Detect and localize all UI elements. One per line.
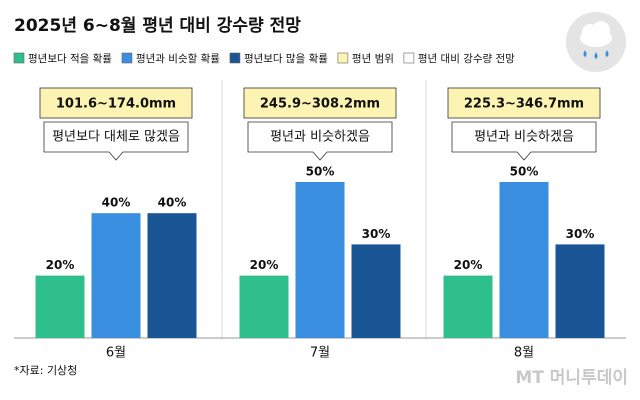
range-box (39, 87, 193, 119)
bar (499, 182, 549, 338)
legend-label: 평년 범위 (352, 52, 394, 65)
outlook-label: 평년과 비슷하겠음 (270, 130, 370, 145)
range-label: 245.9~308.2mm (260, 97, 380, 112)
x-tick-label: 6월 (106, 346, 126, 361)
bar (443, 275, 493, 338)
legend-swatch (121, 52, 133, 64)
value-label: 30% (566, 227, 595, 241)
outlook-bubble (43, 121, 189, 161)
value-label: 20% (46, 258, 75, 272)
legend-label: 평년 대비 강수량 전망 (418, 53, 515, 65)
legend-label: 평년보다 적을 확률 (28, 52, 112, 65)
range-label: 225.3~346.7mm (464, 97, 584, 112)
range-label: 101.6~174.0mm (56, 97, 176, 112)
legend-swatch (337, 52, 349, 64)
value-label: 40% (102, 196, 131, 210)
value-label: 40% (158, 196, 187, 210)
value-label: 20% (250, 258, 279, 272)
outlook-bubble (247, 121, 393, 161)
outlook-label: 평년보다 대체로 많겠음 (52, 130, 180, 145)
range-box (447, 87, 601, 119)
legend-swatch (403, 52, 415, 64)
value-label: 30% (362, 227, 391, 241)
value-label: 50% (306, 165, 335, 179)
chart-title: 2025년 6~8월 평년 대비 강수량 전망 (14, 16, 301, 36)
bar (239, 275, 289, 338)
bar (91, 213, 141, 338)
legend-label: 평년보다 많을 확률 (244, 52, 328, 65)
source: *자료: 기상청 (14, 364, 77, 377)
legend-swatch (229, 52, 241, 64)
bar (351, 244, 401, 338)
bar (35, 275, 85, 338)
outlook-bubble (451, 121, 597, 161)
range-box (243, 87, 397, 119)
bar (555, 244, 605, 338)
x-tick-label: 7월 (310, 346, 330, 361)
value-label: 20% (454, 258, 483, 272)
watermark: MT 머니투데이 (515, 368, 628, 388)
outlook-label: 평년과 비슷하겠음 (474, 130, 574, 145)
rain-icon (566, 12, 626, 72)
bar (147, 213, 197, 338)
legend-swatch (13, 52, 25, 64)
legend-label: 평년과 비슷할 확률 (136, 52, 220, 65)
x-tick-label: 8월 (514, 346, 534, 361)
value-label: 50% (510, 165, 539, 179)
bar (295, 182, 345, 338)
